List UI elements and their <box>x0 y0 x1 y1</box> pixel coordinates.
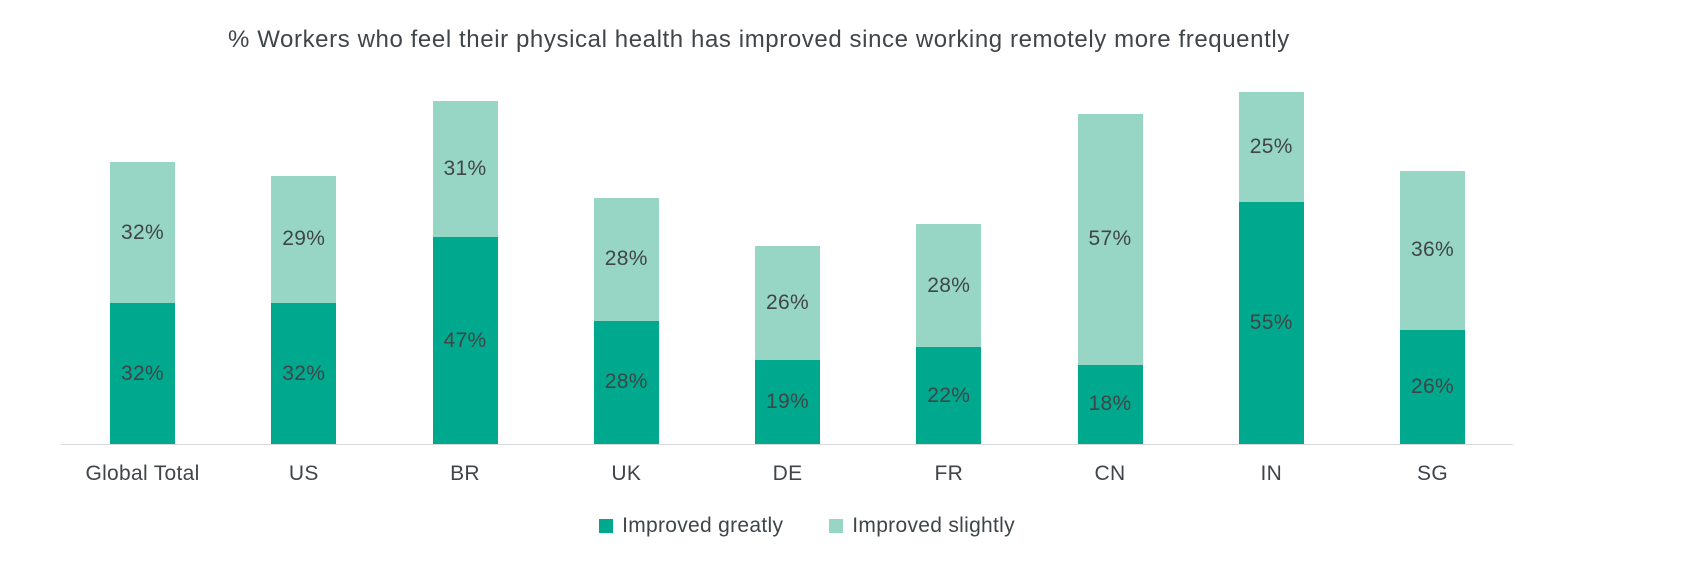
bar-segment[interactable]: 28% <box>593 320 659 444</box>
bar-segment[interactable]: 18% <box>1077 364 1143 444</box>
bar-segment[interactable]: 26% <box>755 246 820 361</box>
data-label: 28% <box>604 247 648 271</box>
bar-segment[interactable]: 25% <box>1238 92 1304 202</box>
legend-label: Improved slightly <box>852 514 1015 537</box>
data-label: 32% <box>121 361 164 385</box>
data-label: 31% <box>443 156 487 180</box>
bar-segment[interactable]: 32% <box>110 162 175 304</box>
data-label: 26% <box>766 291 809 315</box>
bar-segment[interactable]: 31% <box>432 100 498 238</box>
bar-segment[interactable]: 57% <box>1077 114 1143 365</box>
data-label: 22% <box>927 383 971 407</box>
data-label: 26% <box>1411 374 1454 398</box>
data-label: 28% <box>927 273 971 297</box>
bar-segment[interactable]: 32% <box>271 303 337 444</box>
x-axis-line <box>61 444 1513 445</box>
data-label: 47% <box>443 328 487 352</box>
legend-swatch-icon <box>599 519 614 533</box>
category-label: DE <box>772 462 803 485</box>
category-label: FR <box>934 462 964 485</box>
data-label: 57% <box>1088 227 1132 251</box>
data-label: 32% <box>121 220 164 244</box>
bar-segment[interactable]: 47% <box>432 237 498 444</box>
bar-segment[interactable]: 32% <box>110 303 175 444</box>
bar-segment[interactable]: 29% <box>271 175 337 304</box>
data-label: 29% <box>282 227 326 251</box>
legend-item[interactable]: Improved greatly <box>599 514 783 538</box>
legend: Improved greatly Improved slightly <box>0 514 1614 538</box>
bar-segment[interactable]: 55% <box>1238 202 1304 444</box>
category-label: CN <box>1094 462 1126 485</box>
category-label: IN <box>1260 462 1283 485</box>
bar-segment[interactable]: 26% <box>1400 329 1465 444</box>
data-label: 32% <box>282 361 326 385</box>
bar-segment[interactable]: 28% <box>916 224 982 348</box>
bar-segment[interactable]: 36% <box>1400 171 1465 330</box>
legend-item[interactable]: Improved slightly <box>829 514 1015 538</box>
category-label: SG <box>1417 462 1448 485</box>
data-label: 36% <box>1411 238 1454 262</box>
bar-segment[interactable]: 22% <box>916 347 982 444</box>
category-label: BR <box>450 462 480 485</box>
chart-title: % Workers who feel their physical health… <box>228 26 1290 53</box>
data-label: 28% <box>604 370 648 394</box>
bar-segment[interactable]: 19% <box>755 360 820 444</box>
legend-label: Improved greatly <box>622 514 784 537</box>
data-label: 18% <box>1088 392 1132 416</box>
category-label: Global Total <box>85 462 200 485</box>
legend-swatch-icon <box>829 519 844 533</box>
data-label: 55% <box>1249 311 1293 334</box>
category-label: US <box>288 462 319 485</box>
data-label: 19% <box>766 390 809 414</box>
category-label: UK <box>611 462 642 485</box>
bar-segment[interactable]: 28% <box>593 197 659 321</box>
data-label: 25% <box>1249 135 1293 158</box>
